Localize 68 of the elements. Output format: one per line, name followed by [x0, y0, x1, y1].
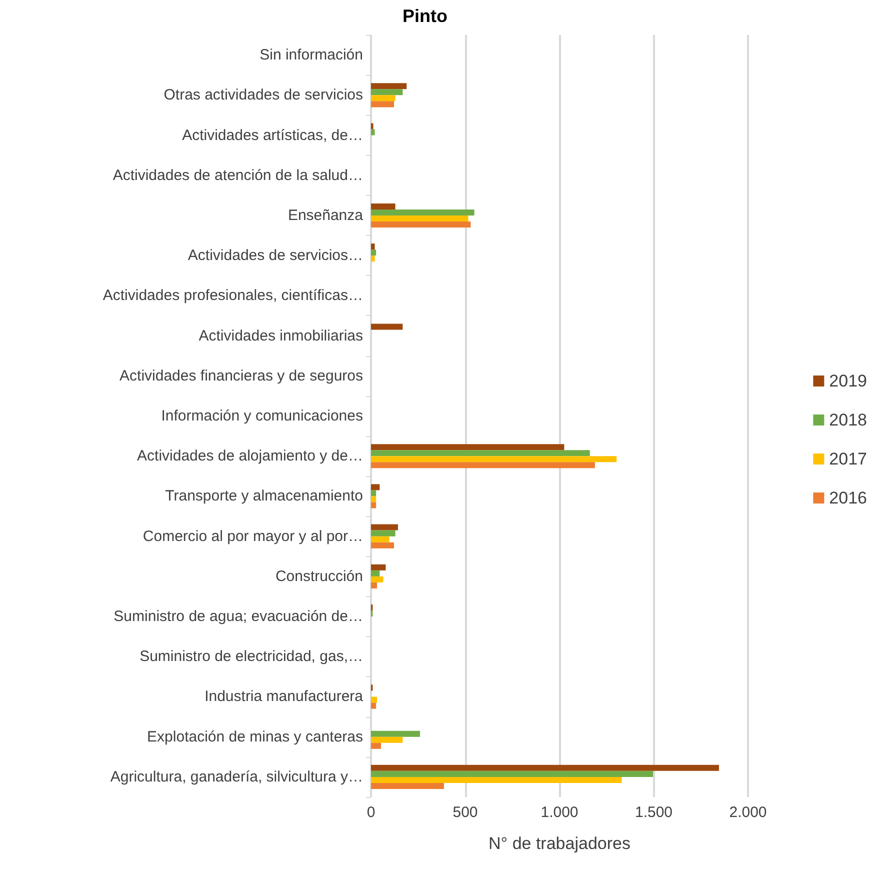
x-tick-label: 500 — [452, 804, 478, 821]
bar — [371, 83, 407, 90]
y-tick-label: Transporte y almacenamiento — [165, 488, 363, 505]
bar — [371, 462, 595, 468]
y-tick-label: Explotación de minas y canteras — [147, 728, 363, 746]
x-tick-label: 1.000 — [540, 804, 578, 821]
bar — [371, 209, 474, 216]
bar — [371, 576, 384, 582]
y-tick-label: Agricultura, ganadería, silvicultura y… — [110, 768, 363, 786]
bar — [371, 129, 375, 136]
bar — [371, 736, 403, 743]
bar — [371, 582, 378, 588]
x-tick-label: 2.000 — [729, 804, 767, 821]
y-tick-label: Suministro de electricidad, gas,… — [140, 648, 363, 666]
bar — [371, 203, 396, 210]
bar — [371, 782, 444, 789]
y-tick-label: Actividades financieras y de seguros — [120, 367, 363, 384]
bar — [371, 764, 719, 771]
bar — [371, 215, 468, 222]
y-tick-label: Otras actividades de servicios — [164, 86, 363, 104]
bar — [371, 256, 375, 262]
bar — [371, 564, 386, 570]
bar — [371, 542, 394, 548]
bar — [371, 502, 376, 508]
bar — [371, 730, 420, 737]
y-tick-label: Suministro de agua; evacuación de… — [114, 608, 363, 626]
bar — [371, 524, 398, 530]
y-tick-label: Actividades artísticas, de… — [182, 126, 363, 144]
bar — [371, 101, 394, 108]
legend-label: 2017 — [829, 450, 868, 468]
y-tick-label: Actividades profesionales, científicas… — [102, 287, 363, 304]
bar — [371, 742, 381, 749]
y-tick-label: Actividades de atención de la salud… — [112, 166, 363, 184]
bar — [371, 536, 390, 542]
y-tick-label: Sin información — [260, 46, 363, 64]
bar — [371, 770, 653, 777]
y-tick-label: Industria manufacturera — [204, 688, 364, 706]
y-tick-label: Información y comunicaciones — [161, 408, 363, 424]
x-tick-label: 0 — [366, 804, 376, 821]
bar — [371, 570, 380, 576]
y-tick-label: Enseñanza — [288, 206, 364, 224]
y-tick-label: Comercio al por mayor y al por… — [142, 528, 363, 545]
bar — [371, 456, 617, 462]
y-tick-label: Actividades inmobiliarias — [198, 327, 363, 344]
bar — [371, 450, 590, 456]
bar — [371, 776, 622, 783]
bar — [371, 324, 403, 330]
y-tick-label: Actividades de servicios… — [188, 247, 363, 264]
bar — [371, 696, 378, 703]
bar — [371, 244, 375, 250]
legend-label: 2018 — [829, 410, 868, 430]
bar — [371, 221, 471, 228]
bar — [371, 89, 403, 96]
bar — [371, 444, 564, 450]
y-tick-label: Actividades de alojamiento y de… — [137, 448, 363, 465]
bar — [371, 490, 376, 496]
legend-label: 2019 — [829, 372, 868, 390]
y-tick-label: Construcción — [275, 568, 363, 585]
bar — [371, 530, 396, 536]
x-axis-title: N° de trabajadores — [488, 834, 630, 853]
x-tick-label: 1.500 — [634, 804, 673, 821]
bar — [371, 95, 396, 102]
bar — [371, 250, 376, 256]
legend-label: 2016 — [829, 488, 868, 508]
chart-title: Pinto — [402, 6, 448, 26]
bar — [371, 496, 376, 502]
bar — [371, 702, 376, 709]
bar — [371, 484, 380, 490]
